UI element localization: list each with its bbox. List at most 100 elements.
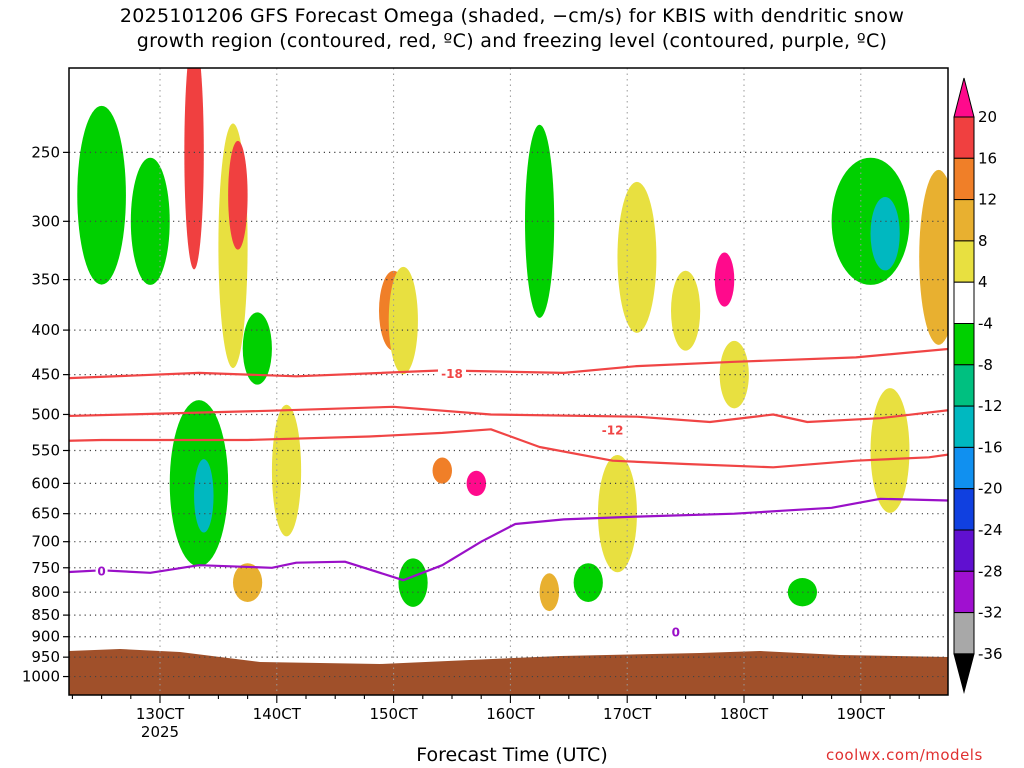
omega-region (539, 573, 560, 612)
colorbar-label: 4 (978, 273, 988, 291)
omega-region (77, 105, 126, 285)
colorbar-swatch (953, 364, 975, 407)
colorbar-label: 8 (978, 232, 988, 250)
contour-label: 0 (672, 626, 680, 640)
contour-line (69, 497, 948, 582)
colorbar-swatch (953, 488, 975, 531)
colorbar-swatch (953, 157, 975, 201)
contour-label: 0 (978, 496, 986, 510)
title-line-2: growth region (contoured, red, ºC) and f… (136, 30, 888, 52)
colorbar-label: -8 (978, 356, 993, 374)
plot-frame (68, 67, 949, 696)
colorbar-swatch (953, 240, 975, 283)
colorbar: 20 16 12 8 4 -4 -8 -12 -16 -20 -24 -28 -32 -36 (953, 77, 1003, 694)
colorbar-swatch (953, 570, 975, 614)
omega-region (671, 270, 701, 351)
colorbar-label: -12 (978, 397, 1003, 415)
contour-label: -18 (441, 367, 463, 381)
x-tick-year: 2025 (141, 723, 179, 741)
omega-region (233, 563, 263, 603)
contour-line (69, 405, 948, 424)
omega-region (719, 340, 749, 409)
omega-region (184, 68, 204, 270)
omega-region (919, 169, 948, 345)
y-axis: 250 300 350 400 450 500 550 600 650 700 750 800 850 9… (22, 143, 69, 686)
contour-label-bg (669, 624, 682, 638)
colorbar-swatch (953, 446, 975, 490)
colorbar-label: 12 (978, 191, 997, 209)
colorbar-label: -4 (978, 315, 993, 333)
omega-region (398, 558, 428, 607)
contour-label: -12 (602, 423, 624, 437)
y-tick-label: 700 (31, 533, 60, 551)
chart-title: 2025101206 GFS Forecast Omega (shaded, −… (0, 4, 1024, 54)
contour-line (69, 347, 948, 380)
colorbar-swatch (953, 405, 975, 448)
contour-label-bg (438, 365, 466, 379)
colorbar-bottom-arrow (953, 653, 975, 694)
credit-link[interactable]: coolwx.com/models (826, 746, 983, 764)
colorbar-swatch (953, 281, 975, 325)
colorbar-label: -36 (978, 645, 1003, 663)
colorbar-label: -16 (978, 438, 1003, 456)
omega-region (388, 266, 418, 375)
colorbar-swatch (953, 323, 975, 366)
omega-region (194, 459, 214, 533)
contour-label-bg (598, 422, 627, 436)
y-tick-label: 950 (31, 648, 60, 666)
x-tick-label: 170CT (603, 705, 652, 723)
contour-label-bg (95, 563, 108, 577)
y-tick-label: 250 (31, 143, 60, 161)
omega-region (242, 312, 272, 385)
y-tick-label: 400 (31, 321, 60, 339)
y-tick-label: 900 (31, 628, 60, 646)
contour-line (69, 428, 948, 469)
omega-region (870, 388, 910, 513)
omega-region (525, 124, 555, 318)
y-tick-label: 350 (31, 271, 60, 289)
colorbar-label: -32 (978, 604, 1003, 622)
y-tick-label: 750 (31, 559, 60, 577)
y-tick-label: 1000 (22, 668, 60, 686)
y-tick-label: 850 (31, 606, 60, 624)
colorbar-swatch (953, 199, 975, 242)
x-tick-label: 160CT (486, 705, 535, 723)
colorbar-label: 16 (978, 149, 997, 167)
omega-region (598, 455, 637, 573)
omega-region (432, 457, 452, 484)
y-tick-label: 450 (31, 366, 60, 384)
x-tick-label: 150CT (369, 705, 418, 723)
colorbar-top-arrow (953, 77, 975, 118)
x-tick-label: 180CT (720, 705, 769, 723)
y-tick-label: 550 (31, 442, 60, 460)
colorbar-label: -24 (978, 521, 1003, 539)
colorbar-swatch (953, 116, 975, 159)
y-tick-label: 600 (31, 474, 60, 492)
title-line-1: 2025101206 GFS Forecast Omega (shaded, −… (119, 5, 905, 27)
terrain (69, 649, 948, 695)
colorbar-label: 20 (978, 108, 997, 126)
grid (69, 68, 948, 695)
x-axis-label: Forecast Time (UTC) (416, 744, 608, 766)
omega-region (466, 470, 487, 497)
terrain-fill (69, 649, 948, 695)
omega-region (573, 563, 603, 603)
omega-region (228, 140, 248, 250)
y-tick-label: 500 (31, 405, 60, 423)
colorbar-label: -20 (978, 480, 1003, 498)
x-tick-label: 140CT (253, 705, 302, 723)
y-tick-label: 800 (31, 583, 60, 601)
isotherm-contours: -18-18-18-18-18-12-12-12-12-12000000 (69, 347, 986, 640)
x-tick-label: 130CT (136, 705, 185, 723)
y-tick-label: 300 (31, 212, 60, 230)
omega-region (617, 181, 657, 333)
colorbar-label: -28 (978, 562, 1003, 580)
contour-label: 0 (97, 564, 105, 578)
colorbar-swatch (953, 529, 975, 572)
colorbar-swatch (953, 612, 975, 655)
x-tick-label: 190CT (837, 705, 886, 723)
omega-region (870, 197, 900, 271)
y-tick-label: 650 (31, 505, 60, 523)
